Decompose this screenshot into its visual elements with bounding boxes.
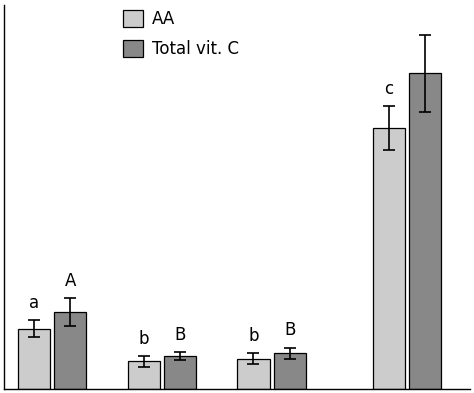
Text: B: B (174, 325, 186, 343)
Text: b: b (248, 327, 259, 345)
Bar (409, 73, 441, 389)
Bar (128, 362, 160, 389)
Bar (274, 353, 306, 389)
Bar (54, 312, 86, 389)
Bar (373, 129, 405, 389)
Bar (237, 359, 270, 389)
Bar (164, 356, 196, 389)
Text: A: A (64, 272, 76, 290)
Legend: AA, Total vit. C: AA, Total vit. C (115, 2, 247, 66)
Text: c: c (384, 80, 393, 98)
Text: b: b (138, 330, 149, 348)
Bar (18, 329, 50, 389)
Text: B: B (284, 321, 295, 340)
Text: a: a (29, 294, 39, 312)
